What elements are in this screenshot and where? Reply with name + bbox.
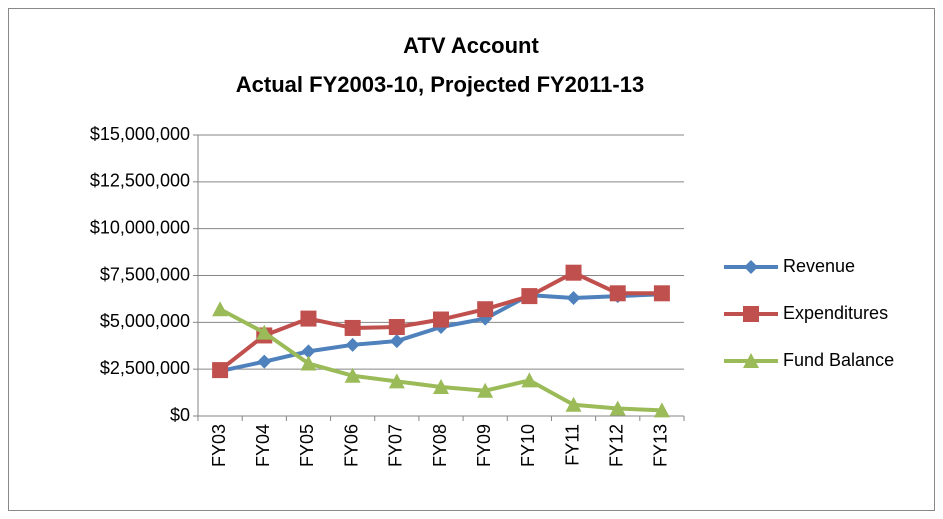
marker <box>212 362 229 379</box>
marker <box>388 319 405 336</box>
marker <box>653 402 670 418</box>
marker <box>389 334 404 349</box>
marker <box>257 354 272 369</box>
x-tick-label: FY04 <box>253 424 273 467</box>
marker <box>388 373 405 389</box>
marker <box>477 301 494 318</box>
x-tick-label: FY12 <box>606 424 626 467</box>
marker <box>301 344 316 359</box>
x-tick-label: FY09 <box>474 424 494 467</box>
y-tick-label: $15,000,000 <box>90 124 190 144</box>
legend-marker <box>743 353 759 368</box>
chart-title: ATV Account <box>403 33 539 58</box>
x-tick-label: FY11 <box>562 424 582 466</box>
marker <box>344 319 361 336</box>
x-tick-label: FY03 <box>209 424 229 467</box>
marker <box>433 378 449 394</box>
x-tick-label: FY13 <box>651 424 671 467</box>
x-tick-label: FY06 <box>341 424 361 467</box>
chart-border <box>8 8 935 511</box>
marker <box>300 355 317 371</box>
y-tick-label: $10,000,000 <box>90 217 190 237</box>
legend-label: Revenue <box>783 256 855 276</box>
x-tick-label: FY05 <box>297 424 317 467</box>
marker <box>521 288 538 305</box>
marker <box>256 324 273 340</box>
y-tick-label: $7,500,000 <box>100 264 190 284</box>
y-tick-label: $12,500,000 <box>90 171 190 191</box>
marker <box>521 372 538 388</box>
x-tick-label: FY08 <box>430 424 450 467</box>
marker <box>212 301 229 317</box>
x-tick-label: FY07 <box>386 424 406 467</box>
chart-subtitle: Actual FY2003-10, Projected FY2011-13 <box>236 72 644 97</box>
y-tick-label: $2,500,000 <box>100 358 190 378</box>
marker <box>477 382 494 398</box>
marker <box>345 337 360 352</box>
x-tick-label: FY10 <box>518 424 538 467</box>
y-tick-label: $0 <box>170 405 190 425</box>
marker <box>566 290 581 305</box>
marker <box>653 285 670 302</box>
marker <box>565 264 582 281</box>
marker <box>609 400 626 416</box>
marker <box>344 367 361 383</box>
legend-marker <box>744 260 758 274</box>
marker <box>565 396 582 412</box>
legend-label: Fund Balance <box>783 350 894 370</box>
marker <box>300 310 317 327</box>
y-tick-label: $5,000,000 <box>100 311 190 331</box>
marker <box>609 285 626 302</box>
legend-label: Expenditures <box>783 303 888 323</box>
legend-marker <box>743 306 759 322</box>
marker <box>433 311 449 328</box>
